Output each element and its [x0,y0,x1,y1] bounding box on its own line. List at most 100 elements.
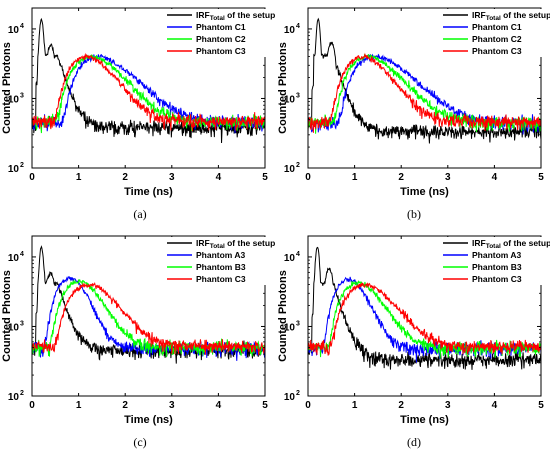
x-tick-label: 5 [538,172,544,183]
legend-entry: Phantom B3 [472,262,522,272]
legend-box [163,9,266,57]
legend-entry: Phantom B3 [196,262,246,272]
x-tick-label: 3 [169,400,175,411]
series-line-phantom-c3 [31,52,266,132]
legend-entry: Phantom A3 [196,250,246,260]
x-tick-label: 2 [398,400,404,411]
legend-box [439,237,542,285]
x-tick-label: 3 [445,400,451,411]
plot-frame [31,235,266,397]
y-tick-exponent: 4 [296,251,300,258]
y-tick-label: 10 [8,94,20,105]
y-tick-exponent: 2 [296,390,300,397]
y-tick-exponent: 3 [20,320,24,327]
x-axis-label: Time (ns) [124,414,173,426]
x-tick-label: 1 [76,400,82,411]
x-tick-label: 1 [352,172,358,183]
y-tick-label: 10 [284,322,296,333]
x-tick-label: 5 [262,400,268,411]
x-tick-label: 0 [305,172,311,183]
legend-entry: Phantom A3 [472,250,522,260]
x-tick-label: 2 [122,172,128,183]
y-tick-exponent: 4 [20,23,24,30]
panel-caption: (c) [133,435,146,449]
panel-caption: (b) [407,207,421,221]
x-axis-label: Time (ns) [400,414,449,426]
legend-entry: Phantom C3 [472,274,522,284]
y-tick-label: 10 [284,25,296,36]
panel-caption: (a) [133,207,146,221]
series-line-irf [307,246,542,370]
x-axis-label: Time (ns) [400,186,449,198]
y-tick-exponent: 2 [296,162,300,169]
x-tick-label: 0 [29,172,35,183]
y-tick-label: 10 [8,164,20,175]
y-tick-exponent: 4 [20,251,24,258]
y-axis-label: Counted Photons [277,42,289,134]
x-tick-label: 0 [29,400,35,411]
x-tick-label: 4 [216,172,222,183]
y-tick-exponent: 2 [20,162,24,169]
legend-box [439,9,542,57]
series-line-phantom-c3 [31,282,266,356]
legend-entry: Phantom C2 [196,34,246,44]
y-tick-label: 10 [8,322,20,333]
y-tick-label: 10 [284,94,296,105]
y-axis-label: Counted Photons [1,270,13,362]
plot-frame [31,7,266,169]
series-line-phantom-c3 [307,282,542,356]
x-tick-label: 3 [445,172,451,183]
x-tick-label: 5 [262,172,268,183]
x-tick-label: 3 [169,172,175,183]
y-tick-label: 10 [284,392,296,403]
legend-entry: Phantom C2 [472,34,522,44]
x-tick-label: 2 [122,400,128,411]
legend-entry: Phantom C3 [196,274,246,284]
y-tick-exponent: 3 [296,320,300,327]
y-tick-exponent: 4 [296,23,300,30]
x-tick-label: 2 [398,172,404,183]
plot-frame [307,7,542,169]
x-axis-label: Time (ns) [124,186,173,198]
x-tick-label: 1 [76,172,82,183]
y-tick-exponent: 2 [20,390,24,397]
legend-entry: Phantom C3 [196,46,246,56]
x-tick-label: 0 [305,400,311,411]
legend-entry: IRFTotal of the setup [196,238,275,250]
y-axis-label: Counted Photons [1,42,13,134]
legend-entry: Phantom C1 [472,22,522,32]
x-tick-label: 1 [352,400,358,411]
y-tick-label: 10 [8,392,20,403]
x-tick-label: 5 [538,400,544,411]
y-axis-label: Counted Photons [277,270,289,362]
y-tick-label: 10 [8,253,20,264]
x-tick-label: 4 [492,400,498,411]
y-tick-label: 10 [8,25,20,36]
legend-box [163,237,266,285]
series-line-irf [307,17,542,144]
legend-entry: IRFTotal of the setup [196,10,275,22]
legend-entry: IRFTotal of the setup [472,10,550,22]
y-tick-exponent: 3 [296,92,300,99]
y-tick-exponent: 3 [20,92,24,99]
legend-entry: Phantom C3 [472,46,522,56]
legend-entry: IRFTotal of the setup [472,238,550,250]
panel-caption: (d) [407,435,421,449]
y-tick-label: 10 [284,253,296,264]
series-line-phantom-c3 [307,52,542,133]
x-tick-label: 4 [492,172,498,183]
legend-entry: Phantom C1 [196,22,246,32]
y-tick-label: 10 [284,164,296,175]
series-line-phantom-c2 [307,53,542,134]
x-tick-label: 4 [216,400,222,411]
plot-frame [307,235,542,397]
